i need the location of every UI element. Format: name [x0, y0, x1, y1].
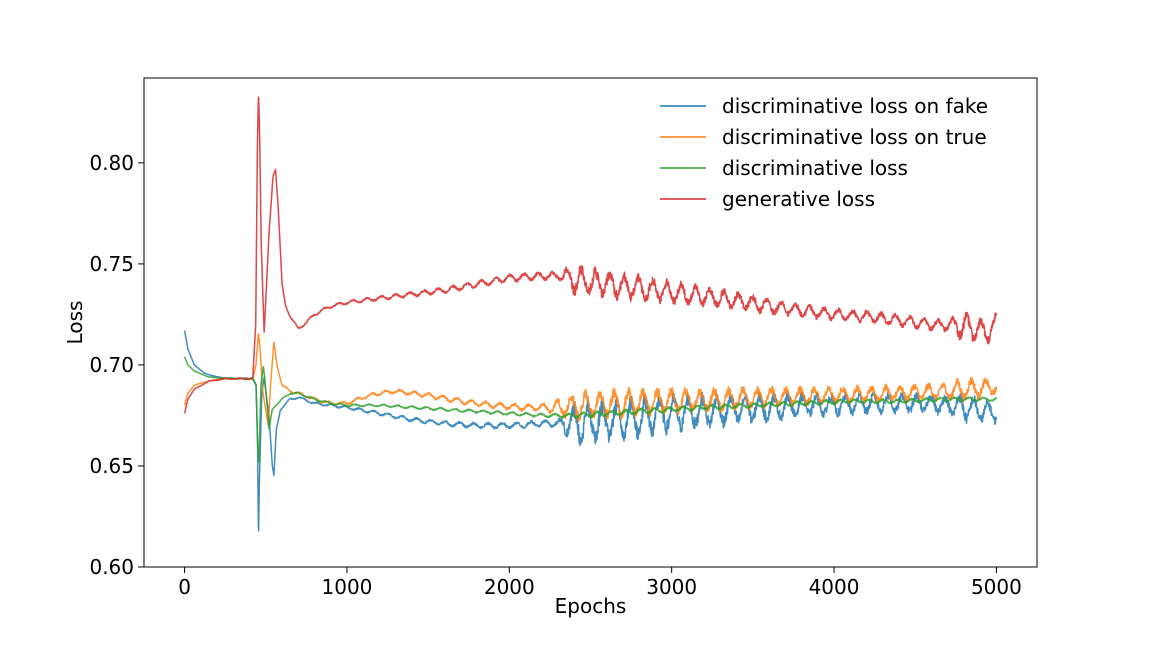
y-axis-label: Loss [63, 301, 87, 345]
x-axis-ticks: 0 1000 2000 3000 4000 5000 [178, 567, 1022, 599]
plot-frame [143, 77, 1038, 568]
x-tick-label: 5000 [971, 575, 1022, 599]
series-line [183, 356, 998, 463]
x-tick-label: 4000 [809, 575, 860, 599]
x-tick-label: 1000 [322, 575, 373, 599]
plot-lines [183, 96, 998, 532]
series-line [183, 330, 998, 532]
y-tick-label: 0.75 [89, 252, 134, 276]
y-tick-label: 0.80 [89, 151, 134, 175]
x-axis-label: Epochs [555, 594, 627, 618]
series-line [183, 96, 998, 414]
legend-label: generative loss [722, 187, 875, 211]
y-tick-label: 0.70 [89, 353, 134, 377]
legend-label: discriminative loss [722, 156, 908, 180]
x-tick-label: 3000 [646, 575, 697, 599]
x-tick-label: 2000 [484, 575, 535, 599]
series-line [183, 333, 998, 426]
y-tick-label: 0.65 [89, 454, 134, 478]
x-tick-label: 0 [178, 575, 191, 599]
y-tick-label: 0.60 [89, 555, 134, 579]
legend-label: discriminative loss on true [722, 125, 987, 149]
legend-label: discriminative loss on fake [722, 94, 988, 118]
legend: discriminative loss on fake discriminativ… [660, 94, 988, 211]
y-axis-ticks: 0.60 0.65 0.70 0.75 0.80 [89, 151, 144, 579]
